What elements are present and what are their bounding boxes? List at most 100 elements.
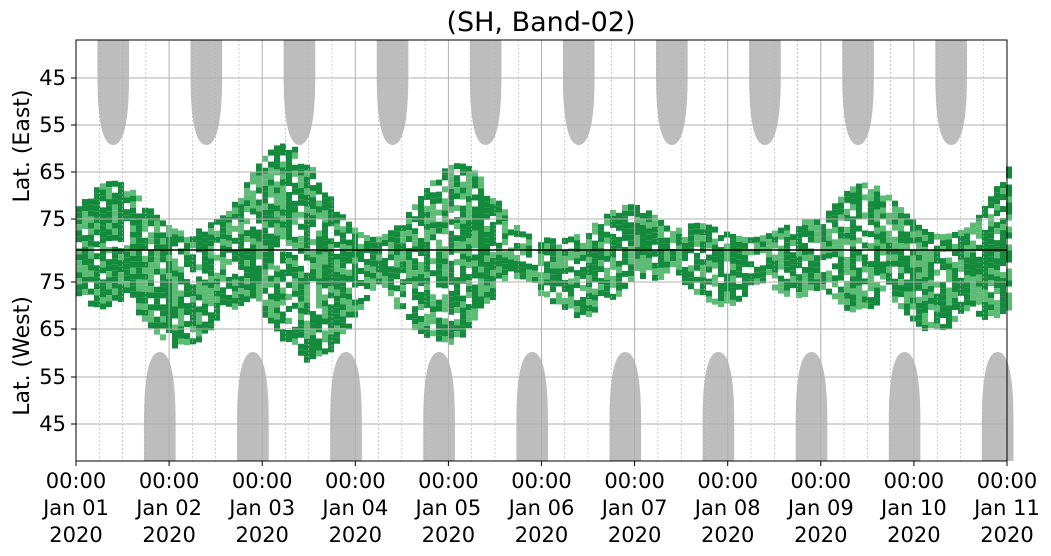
activity-cell (310, 221, 316, 228)
activity-cell (868, 297, 874, 304)
activity-cell (418, 268, 424, 275)
activity-cell (382, 257, 388, 264)
activity-cell (490, 240, 496, 247)
activity-cell (238, 198, 244, 205)
activity-cell (514, 224, 520, 231)
activity-cell (862, 254, 868, 261)
activity-cell (118, 296, 124, 303)
activity-cell (292, 188, 298, 195)
activity-cell (106, 235, 112, 242)
activity-cell (250, 244, 256, 251)
activity-cell (238, 246, 244, 253)
activity-cell (304, 356, 310, 363)
activity-cell (460, 319, 466, 326)
activity-cell (466, 322, 472, 329)
activity-cell (694, 240, 700, 247)
activity-cell (418, 238, 424, 245)
activity-cell (682, 236, 688, 243)
activity-cell (280, 179, 286, 186)
activity-cell (286, 329, 292, 336)
activity-cell (196, 234, 202, 241)
activity-cell (982, 229, 988, 236)
activity-cell (340, 280, 346, 287)
activity-cell (802, 284, 808, 291)
activity-cell (148, 214, 154, 221)
activity-cell (490, 228, 496, 235)
activity-cell (982, 211, 988, 218)
activity-cell (328, 334, 334, 341)
activity-cell (160, 316, 166, 323)
activity-cell (100, 237, 106, 244)
activity-cell (424, 313, 430, 320)
activity-cell (586, 251, 592, 258)
activity-cell (442, 300, 448, 307)
activity-cell (916, 236, 922, 243)
activity-cell (658, 261, 664, 268)
activity-cell (502, 251, 508, 258)
activity-cell (928, 303, 934, 310)
activity-cell (280, 311, 286, 318)
activity-cell (178, 296, 184, 303)
activity-cell (688, 283, 694, 290)
activity-cell (256, 277, 262, 284)
activity-cell (592, 240, 598, 247)
activity-cell (256, 295, 262, 302)
activity-cell (844, 208, 850, 215)
activity-cell (742, 284, 748, 291)
x-tick-label: 00:00 Jan 11 2020 (972, 469, 1040, 547)
x-tick-label: 00:00 Jan 01 2020 (41, 469, 109, 547)
x-tick-label: 00:00 Jan 05 2020 (414, 469, 482, 547)
activity-cell (244, 248, 250, 255)
x-tick-label-line: 2020 (515, 523, 568, 547)
activity-cell (382, 233, 388, 240)
activity-cell (484, 225, 490, 232)
activity-cell (172, 240, 178, 247)
activity-cell (298, 187, 304, 194)
activity-cell (556, 292, 562, 299)
activity-cell (472, 212, 478, 219)
activity-cell (604, 231, 610, 238)
activity-cell (880, 249, 886, 256)
activity-cell (412, 294, 418, 301)
activity-cell (1000, 194, 1006, 201)
activity-cell (298, 193, 304, 200)
activity-cell (208, 270, 214, 277)
activity-cell (202, 237, 208, 244)
activity-cell (868, 195, 874, 202)
activity-cell (496, 254, 502, 261)
activity-cell (586, 299, 592, 306)
activity-cell (82, 265, 88, 272)
activity-cell (490, 258, 496, 265)
activity-cell (196, 228, 202, 235)
activity-cell (76, 206, 82, 213)
activity-cell (130, 255, 136, 262)
activity-cell (124, 215, 130, 222)
activity-cell (490, 270, 496, 277)
activity-cell (766, 257, 772, 264)
activity-cell (292, 266, 298, 273)
activity-cell (796, 292, 802, 299)
activity-cell (934, 323, 940, 330)
x-tick-label-line: 00:00 (791, 469, 852, 493)
activity-cell (994, 312, 1000, 319)
activity-cell (856, 303, 862, 310)
activity-cell (262, 263, 268, 270)
activity-cell (298, 295, 304, 302)
activity-cell (292, 302, 298, 309)
activity-cell (124, 209, 130, 216)
activity-cell (784, 254, 790, 261)
activity-cell (994, 186, 1000, 193)
activity-cell (886, 266, 892, 273)
activity-cell (514, 254, 520, 261)
activity-cell (586, 269, 592, 276)
activity-cell (700, 259, 706, 266)
activity-cell (448, 272, 454, 279)
x-tick-label-line: 2020 (142, 523, 195, 547)
activity-cell (988, 238, 994, 245)
activity-cell (778, 245, 784, 252)
activity-cell (574, 270, 580, 277)
activity-cell (202, 255, 208, 262)
activity-cell (394, 297, 400, 304)
activity-cell (490, 234, 496, 241)
activity-cell (730, 263, 736, 270)
